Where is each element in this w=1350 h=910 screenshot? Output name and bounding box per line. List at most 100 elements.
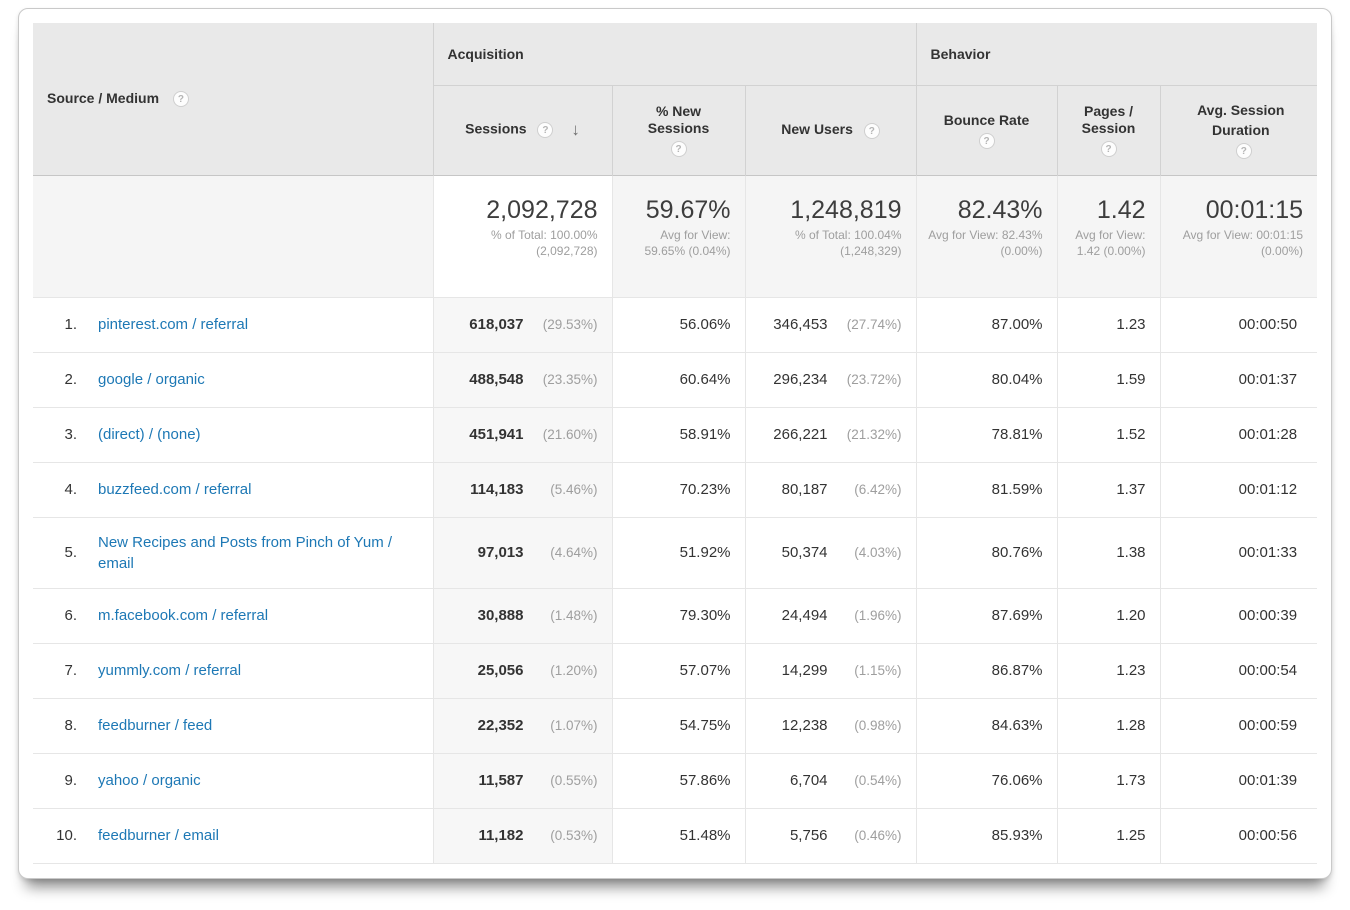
- bounce-rate-value: 78.81%: [916, 407, 1058, 463]
- source-medium-link[interactable]: feedburner / email: [98, 827, 219, 844]
- bounce-rate-value: 85.93%: [916, 808, 1058, 864]
- avg-duration-header-label: Avg. Session Duration: [1197, 102, 1285, 138]
- sessions-cell: 488,548 (23.35%): [433, 352, 613, 408]
- source-medium-link[interactable]: yummly.com / referral: [98, 662, 242, 679]
- sessions-cell: 97,013 (4.64%): [433, 517, 613, 589]
- pages-session-value: 1.52: [1057, 407, 1161, 463]
- help-icon[interactable]: ?: [1100, 141, 1117, 157]
- sessions-value: 451,941: [469, 426, 524, 443]
- new-users-value: 266,221: [773, 426, 828, 443]
- avg-duration-value: 00:00:56: [1160, 808, 1318, 864]
- avg-duration-value: 00:01:37: [1160, 352, 1318, 408]
- pct-new-sessions-value: 51.92%: [612, 517, 746, 589]
- source-medium-link[interactable]: pinterest.com / referral: [98, 316, 249, 333]
- sessions-percent: (1.48%): [550, 608, 598, 623]
- source-medium-cell: 6. m.facebook.com / referral: [33, 589, 433, 643]
- new-users-cell: 346,453 (27.74%): [745, 297, 917, 353]
- summary-new-users-sub: % of Total: 100.04% (1,248,329): [794, 227, 902, 258]
- source-medium-link[interactable]: New Recipes and Posts from Pinch of Yum …: [98, 533, 393, 572]
- sessions-value: 22,352: [477, 717, 524, 734]
- help-icon[interactable]: ?: [670, 141, 687, 157]
- new-users-percent: (0.54%): [854, 773, 902, 788]
- sessions-percent: (21.60%): [542, 427, 598, 442]
- sessions-cell: 451,941 (21.60%): [433, 407, 613, 463]
- pct-new-sessions-header-label: % New Sessions: [647, 103, 710, 136]
- summary-new-users-value: 1,248,819: [790, 195, 902, 224]
- sessions-header-label: Sessions: [465, 120, 527, 137]
- avg-duration-value: 00:00:39: [1160, 588, 1318, 644]
- summary-sessions-sub: % of Total: 100.00% (2,092,728): [490, 227, 598, 258]
- bounce-rate-value: 81.59%: [916, 462, 1058, 518]
- new-users-percent: (0.98%): [854, 718, 902, 733]
- new-users-percent: (1.96%): [854, 608, 902, 623]
- summary-avg-duration-cell: 00:01:15 Avg for View: 00:01:15 (0.00%): [1160, 175, 1318, 298]
- help-icon[interactable]: ?: [978, 132, 995, 149]
- sessions-value: 97,013: [477, 544, 524, 561]
- sessions-value: 25,056: [477, 662, 524, 679]
- help-icon[interactable]: ?: [863, 122, 880, 139]
- pct-new-sessions-value: 51.48%: [612, 808, 746, 864]
- summary-sessions-value: 2,092,728: [486, 195, 598, 224]
- source-medium-cell: 3. (direct) / (none): [33, 408, 433, 462]
- source-medium-cell: 10. feedburner / email: [33, 809, 433, 863]
- sessions-percent: (0.55%): [550, 773, 598, 788]
- sessions-cell: 22,352 (1.07%): [433, 698, 613, 754]
- new-users-cell: 296,234 (23.72%): [745, 352, 917, 408]
- summary-dimension-cell: [33, 175, 434, 298]
- sessions-percent: (29.53%): [542, 317, 598, 332]
- column-header-sessions[interactable]: Sessions ? ↓: [433, 85, 613, 175]
- sort-descending-icon[interactable]: ↓: [571, 120, 580, 139]
- source-medium-link[interactable]: google / organic: [98, 371, 205, 388]
- table-row: 6. m.facebook.com / referral 30,888 (1.48…: [33, 588, 1318, 644]
- summary-pct-new-sessions-cell: 59.67% Avg for View: 59.65% (0.04%): [612, 175, 746, 298]
- column-header-pct-new-sessions[interactable]: % New Sessions ?: [612, 85, 746, 175]
- help-icon[interactable]: ?: [1235, 143, 1252, 160]
- source-medium-cell: 9. yahoo / organic: [33, 754, 433, 808]
- summary-row: 2,092,728 % of Total: 100.00% (2,092,728…: [33, 175, 1318, 298]
- row-rank: 4.: [64, 481, 77, 498]
- summary-pages-session-cell: 1.42 Avg for View: 1.42 (0.00%): [1057, 175, 1161, 298]
- help-icon[interactable]: ?: [537, 122, 554, 138]
- sessions-percent: (1.07%): [550, 718, 598, 733]
- summary-bounce-rate-value: 82.43%: [957, 195, 1043, 224]
- new-users-percent: (21.32%): [846, 427, 902, 442]
- source-medium-cell: 1. pinterest.com / referral: [33, 298, 433, 352]
- bounce-rate-value: 87.69%: [916, 588, 1058, 644]
- source-medium-link[interactable]: feedburner / feed: [98, 717, 213, 734]
- sessions-value: 11,182: [478, 827, 524, 844]
- new-users-value: 296,234: [773, 371, 828, 388]
- sessions-cell: 11,182 (0.53%): [433, 808, 613, 864]
- bounce-rate-value: 87.00%: [916, 297, 1058, 353]
- avg-duration-value: 00:01:12: [1160, 462, 1318, 518]
- source-medium-link[interactable]: buzzfeed.com / referral: [98, 481, 252, 498]
- new-users-value: 24,494: [781, 607, 828, 624]
- avg-duration-value: 00:00:59: [1160, 698, 1318, 754]
- new-users-header-label: New Users: [781, 121, 853, 138]
- help-icon[interactable]: ?: [172, 91, 189, 108]
- new-users-cell: 80,187 (6.42%): [745, 462, 917, 518]
- summary-new-users-cell: 1,248,819 % of Total: 100.04% (1,248,329…: [745, 175, 917, 298]
- sessions-cell: 114,183 (5.46%): [433, 462, 613, 518]
- dimension-header[interactable]: Source / Medium ?: [33, 23, 434, 175]
- source-medium-link[interactable]: (direct) / (none): [98, 426, 201, 443]
- column-header-pages-session[interactable]: Pages / Session ?: [1057, 85, 1161, 175]
- new-users-value: 80,187: [781, 481, 828, 498]
- sessions-percent: (1.20%): [550, 663, 598, 678]
- table-row: 7. yummly.com / referral 25,056 (1.20%) 5…: [33, 643, 1318, 699]
- sessions-value: 11,587: [478, 772, 524, 789]
- sessions-percent: (23.35%): [542, 372, 598, 387]
- source-medium-cell: 8. feedburner / feed: [33, 699, 433, 753]
- row-rank: 2.: [64, 371, 77, 388]
- pages-session-value: 1.23: [1057, 297, 1161, 353]
- sessions-cell: 25,056 (1.20%): [433, 643, 613, 699]
- summary-bounce-rate-cell: 82.43% Avg for View: 82.43% (0.00%): [916, 175, 1058, 298]
- source-medium-link[interactable]: yahoo / organic: [98, 772, 201, 789]
- new-users-cell: 6,704 (0.54%): [745, 753, 917, 809]
- column-header-bounce-rate[interactable]: Bounce Rate ?: [916, 85, 1058, 175]
- source-medium-link[interactable]: m.facebook.com / referral: [98, 607, 269, 624]
- summary-pct-new-sessions-sub: Avg for View: 59.65% (0.04%): [644, 227, 731, 258]
- column-header-avg-duration[interactable]: Avg. Session Duration?: [1160, 85, 1318, 175]
- column-header-new-users[interactable]: New Users ?: [745, 85, 917, 175]
- new-users-value: 346,453: [773, 316, 828, 333]
- analytics-report-card: Source / Medium ? Acquisition Behavior S…: [18, 8, 1332, 879]
